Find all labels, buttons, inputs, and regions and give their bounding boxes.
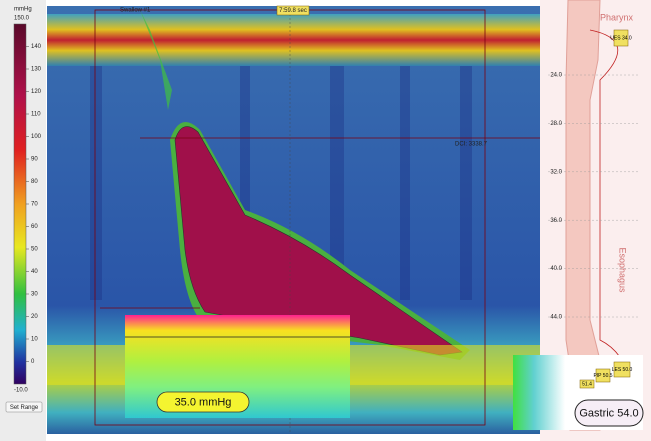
pharyngeal-stroke: [140, 10, 172, 110]
colorbar-tick-label: 10: [31, 337, 38, 343]
colorbar-tick-label: 100: [31, 134, 42, 140]
colorbar-tick-label: 0: [31, 359, 35, 365]
isobar-label: 35.0 mmHg: [175, 396, 232, 408]
dci-label: DCI: 3338.7: [455, 142, 488, 148]
colorbar-tick-label: 20: [31, 314, 38, 320]
gastric-label: Gastric 54.0: [579, 407, 638, 419]
set-range-button[interactable]: [5, 401, 43, 413]
pip-box: [595, 368, 611, 383]
colorbar-tick-label: 50: [31, 247, 38, 253]
colorbar-tick-label: 70: [31, 202, 38, 208]
pip-label: PIP 50.5: [593, 373, 612, 379]
depth-label: 24.0: [550, 73, 562, 79]
gastric-inset-color: [513, 355, 565, 430]
peristaltic-wave: [174, 126, 463, 356]
lower-box: [579, 379, 595, 389]
depth-label: 40.0: [550, 266, 562, 272]
time-label: 7:59.8 sec: [279, 8, 307, 14]
color-scale: [13, 23, 27, 385]
colorbar-tick-label: 30: [31, 292, 38, 298]
depth-label: 32.0: [550, 169, 562, 175]
set-range-label[interactable]: Set Range: [10, 405, 39, 411]
colorbar-tick-label: 110: [31, 112, 41, 118]
max-label: 150.0: [14, 16, 30, 22]
colorbar-tick-label: 80: [31, 179, 38, 185]
ues-label: UES 34.0: [610, 35, 632, 41]
pharynx-label: Pharynx: [600, 12, 634, 22]
colorbar-tick-label: 60: [31, 224, 38, 230]
colorbar-tick-label: 40: [31, 269, 38, 275]
swallow-title: Swallow #1: [120, 8, 151, 14]
colorbar-tick-label: 90: [31, 157, 38, 163]
ues-box: [613, 29, 629, 47]
lower-label: 51.4: [582, 381, 592, 387]
ues-band: [47, 14, 540, 66]
time-box: [276, 5, 310, 16]
isobar-pill: [156, 391, 250, 413]
colorbar-tick-label: 140: [31, 44, 42, 50]
gastric-pill: [574, 399, 644, 427]
min-label: -10.0: [14, 388, 28, 394]
vertical-streaks: [90, 60, 472, 320]
colorbar-tick-label: 130: [31, 67, 42, 73]
depth-label: 36.0: [550, 218, 562, 224]
depth-label: 28.0: [550, 121, 562, 127]
les-box: [613, 361, 631, 378]
esophagus-label: Esophagus: [618, 247, 628, 293]
unit-label: mmHg: [14, 7, 32, 13]
colorbar-tick-label: 120: [31, 89, 42, 95]
depth-label: 44.0: [550, 315, 562, 321]
les-label: LES 50.0: [612, 367, 633, 373]
